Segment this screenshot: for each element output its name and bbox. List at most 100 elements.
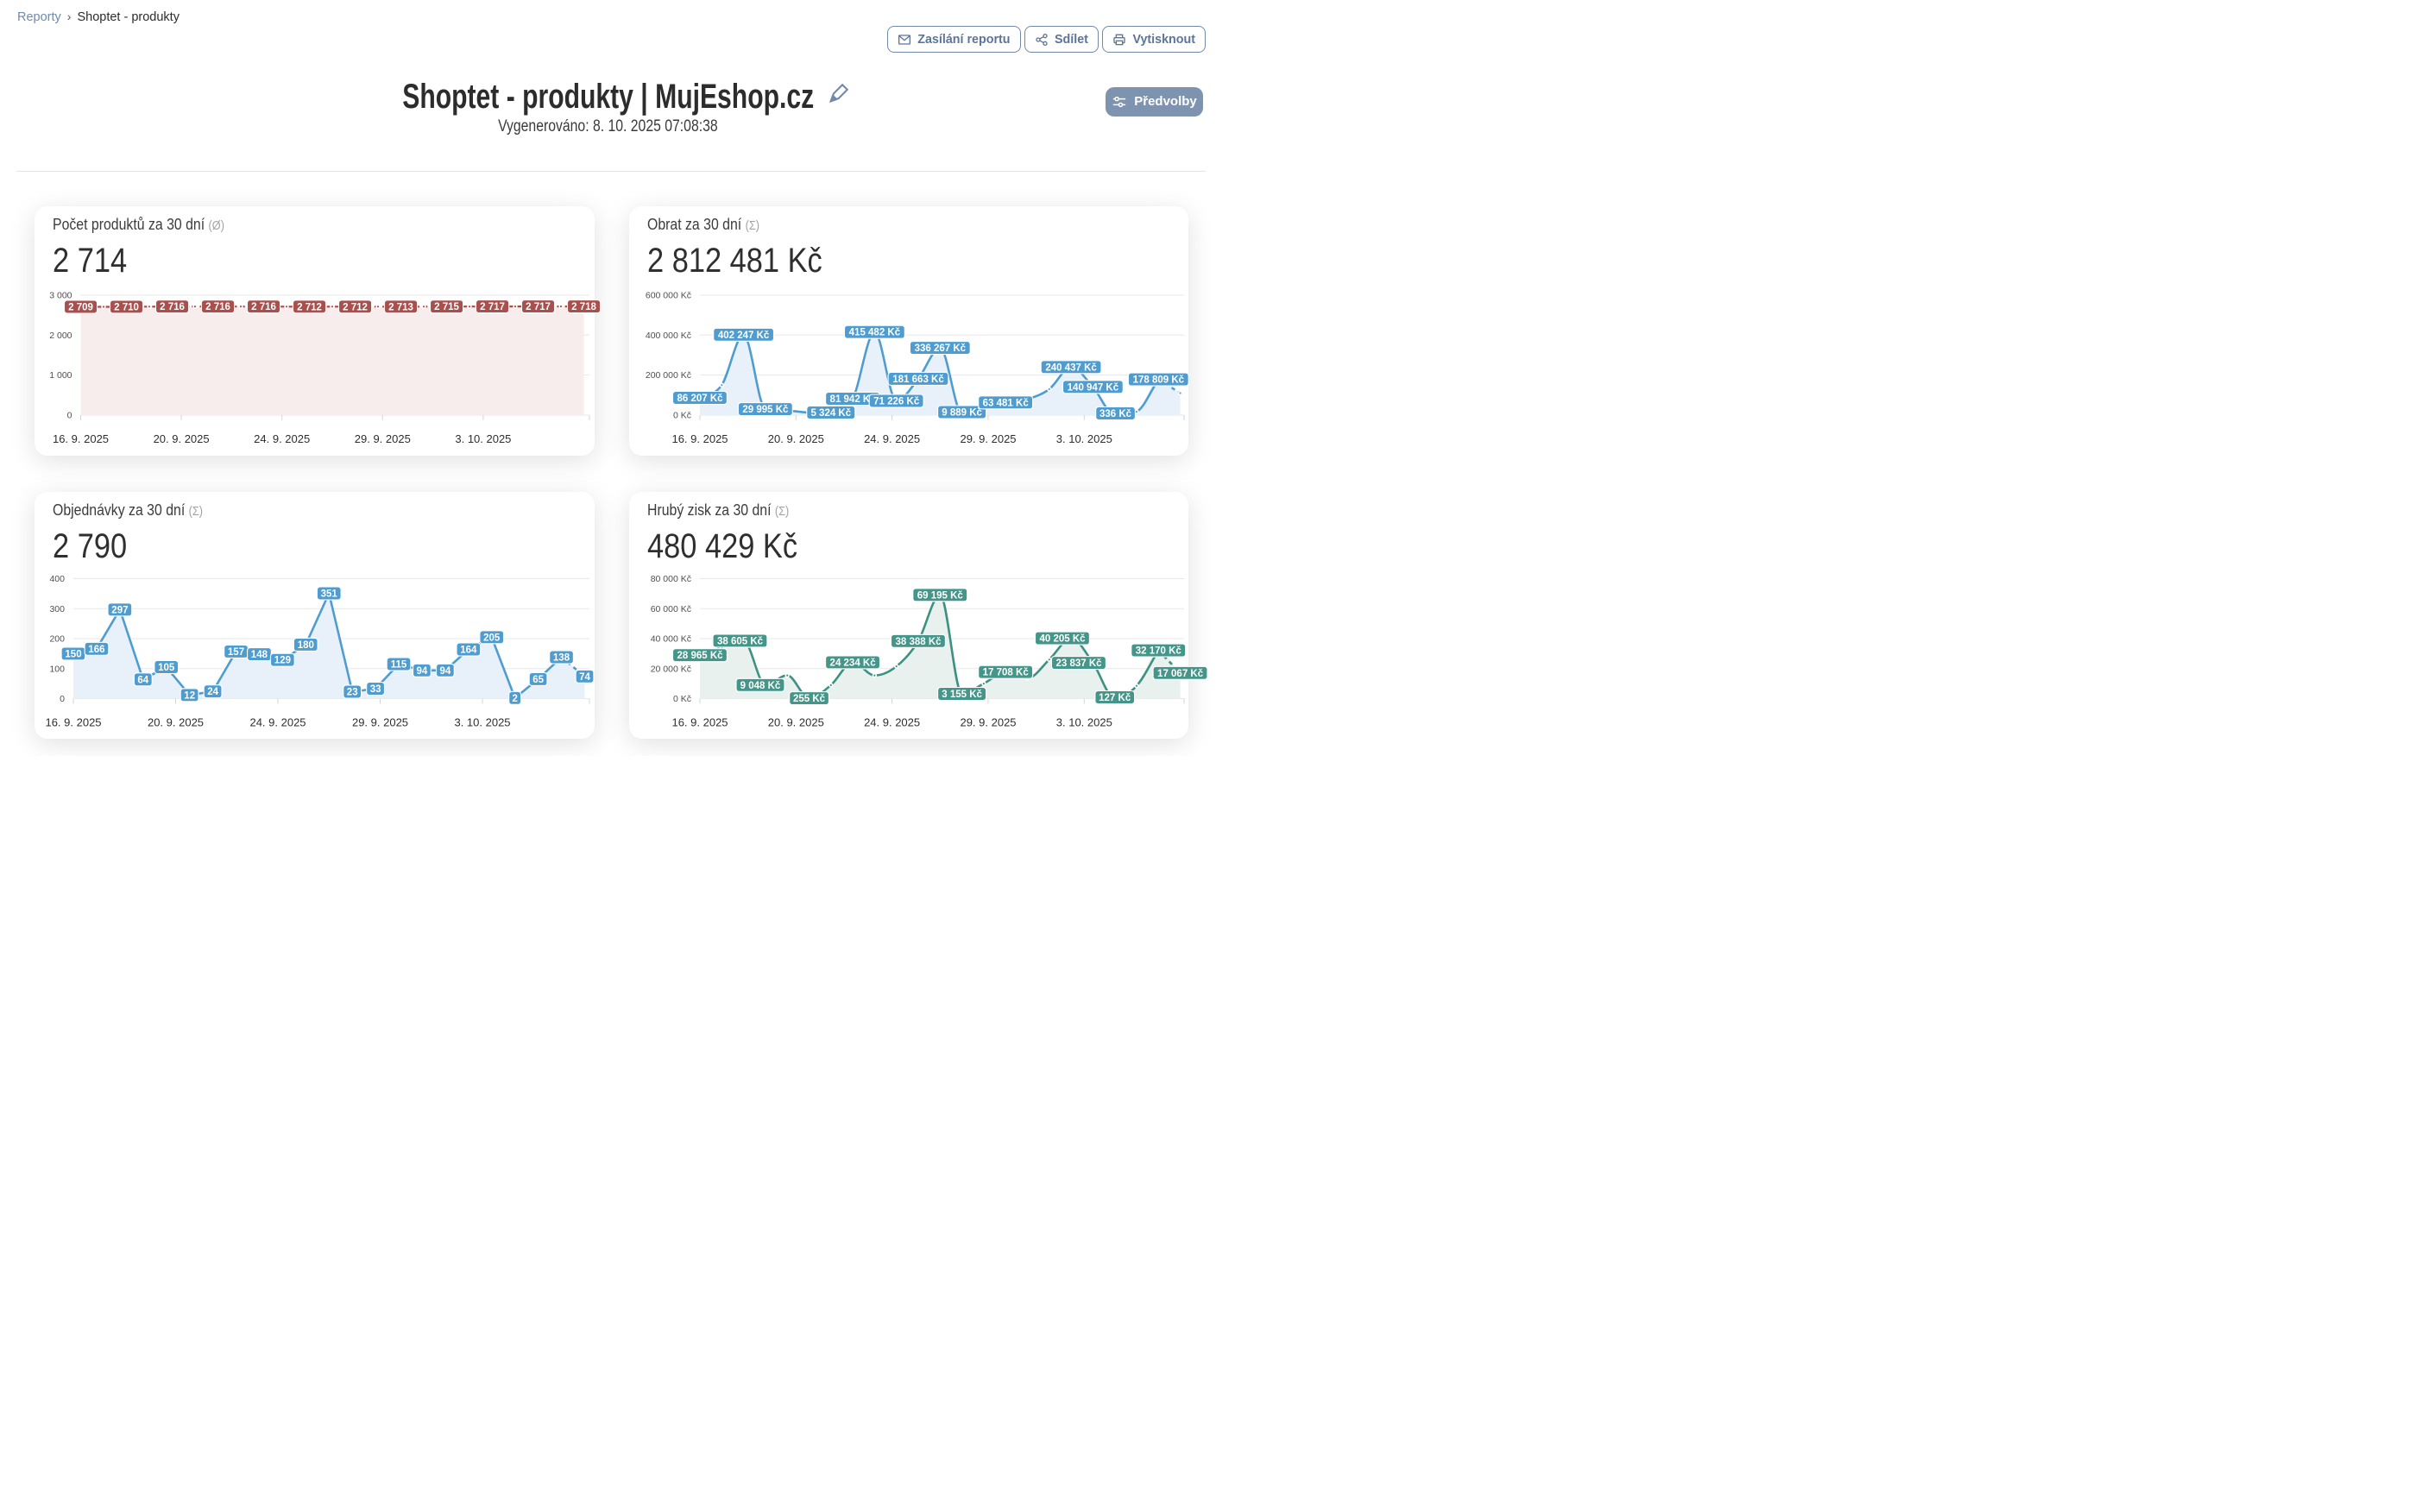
svg-text:2 717: 2 717 — [526, 302, 551, 312]
svg-text:23: 23 — [347, 688, 358, 698]
svg-text:94: 94 — [440, 666, 451, 677]
svg-text:24. 9. 2025: 24. 9. 2025 — [254, 432, 310, 445]
svg-text:80 000 Kč: 80 000 Kč — [650, 574, 690, 584]
svg-text:1 000: 1 000 — [49, 370, 72, 381]
svg-text:255 Kč: 255 Kč — [792, 694, 825, 704]
svg-text:2 713: 2 713 — [388, 302, 413, 312]
svg-text:38 388 Kč: 38 388 Kč — [895, 637, 942, 647]
svg-text:336 267 Kč: 336 267 Kč — [914, 343, 966, 354]
svg-text:28 965 Kč: 28 965 Kč — [677, 651, 723, 661]
svg-text:0: 0 — [67, 411, 72, 421]
svg-text:127 Kč: 127 Kč — [1099, 693, 1131, 703]
svg-text:12: 12 — [184, 690, 195, 701]
svg-text:29. 9. 2025: 29. 9. 2025 — [960, 432, 1016, 445]
svg-text:2 715: 2 715 — [434, 302, 459, 312]
svg-text:2: 2 — [512, 694, 517, 704]
svg-text:240 437 Kč: 240 437 Kč — [1045, 362, 1097, 373]
svg-text:20. 9. 2025: 20. 9. 2025 — [154, 432, 210, 445]
svg-text:9 048 Kč: 9 048 Kč — [740, 681, 780, 691]
svg-text:24 234 Kč: 24 234 Kč — [829, 658, 876, 668]
svg-text:150: 150 — [65, 649, 81, 659]
svg-text:65: 65 — [532, 675, 544, 685]
svg-text:64: 64 — [137, 675, 148, 685]
svg-text:181 663 Kč: 181 663 Kč — [892, 375, 944, 385]
svg-text:16. 9. 2025: 16. 9. 2025 — [671, 432, 728, 445]
svg-text:0: 0 — [60, 694, 65, 704]
svg-text:0 Kč: 0 Kč — [672, 694, 690, 704]
svg-text:200: 200 — [49, 634, 65, 645]
svg-text:63 481 Kč: 63 481 Kč — [982, 398, 1029, 408]
svg-text:148: 148 — [251, 650, 268, 660]
svg-text:415 482 Kč: 415 482 Kč — [848, 328, 900, 338]
svg-text:164: 164 — [460, 646, 477, 656]
svg-text:157: 157 — [228, 647, 244, 658]
svg-text:2 710: 2 710 — [114, 302, 139, 312]
svg-text:3. 10. 2025: 3. 10. 2025 — [455, 432, 511, 445]
svg-text:100: 100 — [49, 664, 65, 674]
svg-text:2 000: 2 000 — [49, 331, 72, 341]
svg-text:2 716: 2 716 — [205, 302, 230, 312]
svg-text:69 195 Kč: 69 195 Kč — [917, 590, 963, 601]
svg-text:5 324 Kč: 5 324 Kč — [810, 408, 851, 419]
svg-text:2 716: 2 716 — [160, 302, 185, 312]
svg-text:205: 205 — [483, 633, 501, 643]
svg-text:29 995 Kč: 29 995 Kč — [742, 405, 789, 415]
svg-text:17 067 Kč: 17 067 Kč — [1157, 669, 1204, 679]
svg-text:16. 9. 2025: 16. 9. 2025 — [53, 432, 109, 445]
svg-text:20. 9. 2025: 20. 9. 2025 — [767, 716, 823, 729]
svg-text:166: 166 — [88, 645, 104, 655]
svg-text:600 000 Kč: 600 000 Kč — [645, 291, 690, 301]
svg-text:20. 9. 2025: 20. 9. 2025 — [148, 716, 204, 729]
svg-text:3. 10. 2025: 3. 10. 2025 — [454, 716, 510, 729]
svg-text:29. 9. 2025: 29. 9. 2025 — [960, 716, 1016, 729]
svg-text:32 170 Kč: 32 170 Kč — [1135, 646, 1181, 657]
svg-text:29. 9. 2025: 29. 9. 2025 — [352, 716, 408, 729]
svg-text:3 155 Kč: 3 155 Kč — [942, 690, 982, 700]
svg-text:138: 138 — [553, 653, 570, 664]
svg-text:351: 351 — [321, 589, 338, 600]
svg-text:402 247 Kč: 402 247 Kč — [717, 331, 769, 341]
svg-text:2 716: 2 716 — [251, 302, 276, 312]
svg-text:3. 10. 2025: 3. 10. 2025 — [1055, 716, 1112, 729]
svg-text:20. 9. 2025: 20. 9. 2025 — [767, 432, 823, 445]
svg-text:2 709: 2 709 — [68, 303, 93, 313]
svg-text:400 000 Kč: 400 000 Kč — [645, 331, 690, 341]
svg-text:24: 24 — [207, 687, 218, 697]
svg-text:17 708 Kč: 17 708 Kč — [982, 668, 1029, 678]
svg-text:2 712: 2 712 — [343, 302, 368, 312]
svg-text:140 947 Kč: 140 947 Kč — [1067, 382, 1118, 393]
svg-text:180: 180 — [298, 640, 314, 651]
svg-text:2 717: 2 717 — [480, 302, 505, 312]
svg-text:29. 9. 2025: 29. 9. 2025 — [355, 432, 411, 445]
svg-text:16. 9. 2025: 16. 9. 2025 — [45, 716, 101, 729]
svg-text:16. 9. 2025: 16. 9. 2025 — [671, 716, 728, 729]
svg-text:74: 74 — [579, 672, 590, 683]
svg-text:297: 297 — [111, 605, 128, 615]
svg-text:105: 105 — [158, 663, 175, 673]
svg-text:60 000 Kč: 60 000 Kč — [650, 604, 690, 614]
svg-text:24. 9. 2025: 24. 9. 2025 — [864, 716, 920, 729]
svg-text:94: 94 — [417, 666, 428, 677]
svg-text:178 809 Kč: 178 809 Kč — [1132, 375, 1184, 386]
svg-text:71 226 Kč: 71 226 Kč — [873, 397, 920, 407]
svg-text:40 000 Kč: 40 000 Kč — [650, 634, 690, 645]
svg-text:24. 9. 2025: 24. 9. 2025 — [249, 716, 306, 729]
svg-text:400: 400 — [49, 574, 65, 584]
svg-text:24. 9. 2025: 24. 9. 2025 — [864, 432, 920, 445]
svg-text:2 718: 2 718 — [571, 302, 596, 312]
svg-text:0 Kč: 0 Kč — [672, 411, 690, 421]
svg-text:9 889 Kč: 9 889 Kč — [942, 408, 982, 419]
svg-text:38 605 Kč: 38 605 Kč — [716, 636, 763, 646]
svg-text:81 942 Kč: 81 942 Kč — [829, 394, 876, 405]
svg-text:86 207 Kč: 86 207 Kč — [677, 394, 723, 404]
svg-text:20 000 Kč: 20 000 Kč — [650, 664, 690, 674]
svg-text:23 837 Kč: 23 837 Kč — [1055, 658, 1102, 669]
svg-text:3. 10. 2025: 3. 10. 2025 — [1055, 432, 1112, 445]
svg-text:336 Kč: 336 Kč — [1099, 409, 1131, 419]
svg-text:33: 33 — [370, 684, 381, 695]
svg-text:200 000 Kč: 200 000 Kč — [645, 370, 690, 381]
svg-text:129: 129 — [274, 656, 291, 666]
svg-text:115: 115 — [391, 660, 407, 671]
svg-text:40 205 Kč: 40 205 Kč — [1039, 634, 1086, 645]
svg-text:2 712: 2 712 — [297, 302, 322, 312]
